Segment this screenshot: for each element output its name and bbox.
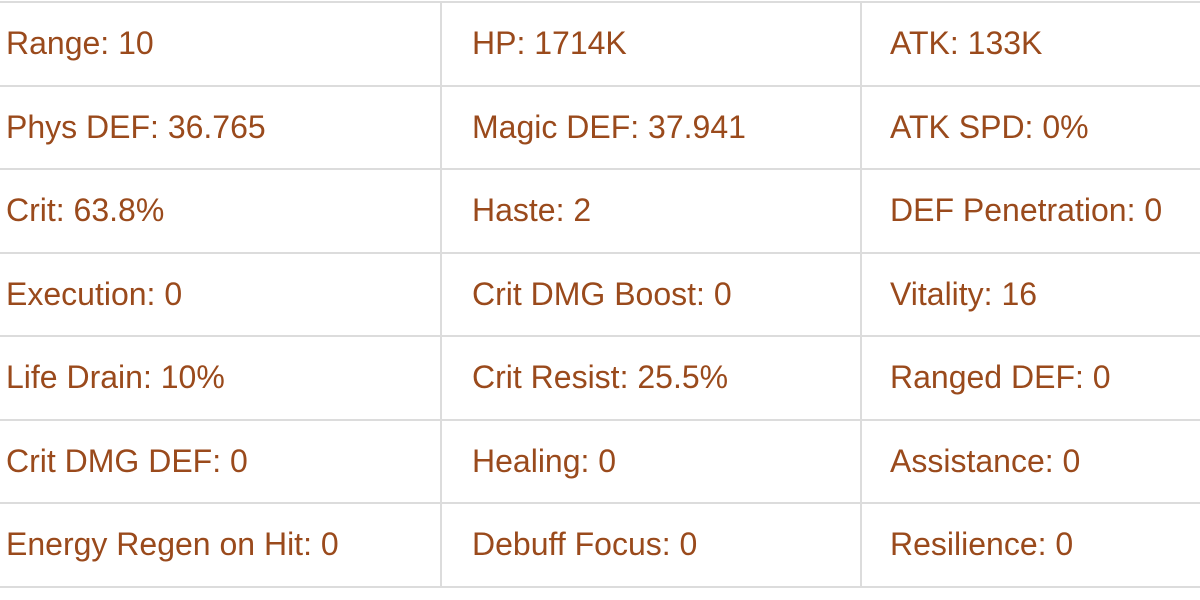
table-row: Execution: 0 Crit DMG Boost: 0 Vitality: 1… (0, 251, 1200, 337)
stat-cell: Phys DEF: 36.765 (0, 84, 442, 170)
stat-cell: Assistance: 0 (860, 418, 1200, 504)
stat-cell: DEF Penetration: 0 (860, 168, 1200, 254)
stat-cell: Life Drain: 10% (0, 335, 442, 421)
stat-cell: Haste: 2 (440, 168, 862, 254)
stat-cell: HP: 1714K (440, 1, 862, 87)
table-row: Phys DEF: 36.765 Magic DEF: 37.941 ATK SPD… (0, 84, 1200, 170)
stat-cell: Crit Resist: 25.5% (440, 335, 862, 421)
table-row: Crit: 63.8% Haste: 2 DEF Penetration: 0 (0, 168, 1200, 254)
stat-cell: Energy Regen on Hit: 0 (0, 502, 442, 588)
stat-cell: Crit: 63.8% (0, 168, 442, 254)
stats-table-body: Range: 10 HP: 1714K ATK: 133K Phys DEF: 36.… (0, 1, 1200, 588)
stat-cell: Resilience: 0 (860, 502, 1200, 588)
stats-table: Range: 10 HP: 1714K ATK: 133K Phys DEF: 36.… (0, 1, 1200, 588)
stat-cell: Range: 10 (0, 1, 442, 87)
stat-cell: Debuff Focus: 0 (440, 502, 862, 588)
stat-cell: Magic DEF: 37.941 (440, 84, 862, 170)
stat-cell: Crit DMG DEF: 0 (0, 418, 442, 504)
table-row: Range: 10 HP: 1714K ATK: 133K (0, 1, 1200, 87)
table-row: Life Drain: 10% Crit Resist: 25.5% Ranged … (0, 335, 1200, 421)
table-row: Crit DMG DEF: 0 Healing: 0 Assistance: 0 (0, 418, 1200, 504)
stat-cell: Ranged DEF: 0 (860, 335, 1200, 421)
table-row: Energy Regen on Hit: 0 Debuff Focus: 0 Res… (0, 502, 1200, 588)
stat-cell: ATK SPD: 0% (860, 84, 1200, 170)
stat-cell: Crit DMG Boost: 0 (440, 251, 862, 337)
stat-cell: Healing: 0 (440, 418, 862, 504)
stat-cell: Vitality: 16 (860, 251, 1200, 337)
stat-cell: ATK: 133K (860, 1, 1200, 87)
stat-cell: Execution: 0 (0, 251, 442, 337)
